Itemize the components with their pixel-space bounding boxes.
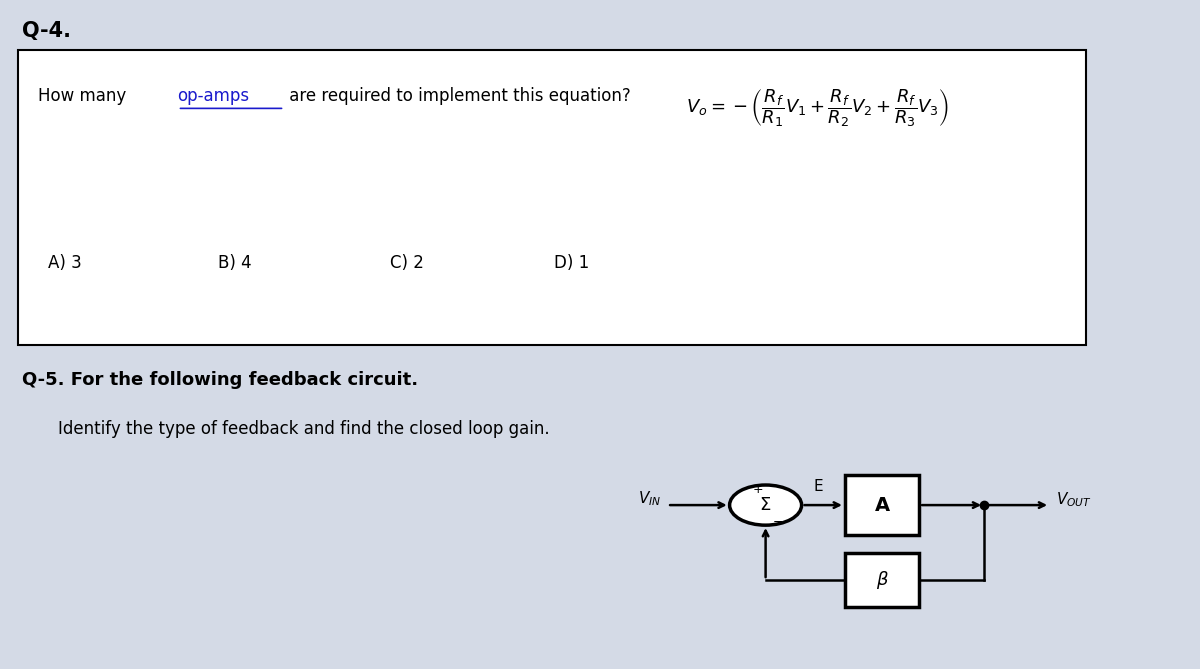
- Text: A: A: [875, 496, 889, 514]
- Text: A) 3: A) 3: [48, 254, 82, 272]
- Text: $\beta$: $\beta$: [876, 569, 888, 591]
- Text: Q-4.: Q-4.: [22, 21, 71, 41]
- Text: D) 1: D) 1: [554, 254, 589, 272]
- Text: are required to implement this equation?: are required to implement this equation?: [284, 87, 631, 105]
- Text: $V_{IN}$: $V_{IN}$: [638, 489, 661, 508]
- Text: Q-5. For the following feedback circuit.: Q-5. For the following feedback circuit.: [22, 371, 418, 389]
- Text: +: +: [754, 483, 763, 496]
- Text: $V_o = -\left(\dfrac{R_f}{R_1}V_1 + \dfrac{R_f}{R_2}V_2 + \dfrac{R_f}{R_3}V_3\ri: $V_o = -\left(\dfrac{R_f}{R_1}V_1 + \dfr…: [686, 87, 949, 128]
- Bar: [18, 50, 1086, 345]
- Text: $-$: $-$: [772, 514, 784, 528]
- Text: $V_{OUT}$: $V_{OUT}$: [1056, 490, 1092, 509]
- Text: op-amps: op-amps: [178, 87, 250, 105]
- Text: C) 2: C) 2: [390, 254, 424, 272]
- Text: How many: How many: [38, 87, 132, 105]
- Bar: [845, 475, 919, 535]
- Text: Identify the type of feedback and find the closed loop gain.: Identify the type of feedback and find t…: [58, 420, 550, 438]
- Text: E: E: [814, 479, 823, 494]
- Circle shape: [730, 485, 802, 525]
- Bar: [845, 553, 919, 607]
- Text: $\Sigma$: $\Sigma$: [760, 496, 772, 514]
- Text: B) 4: B) 4: [218, 254, 252, 272]
